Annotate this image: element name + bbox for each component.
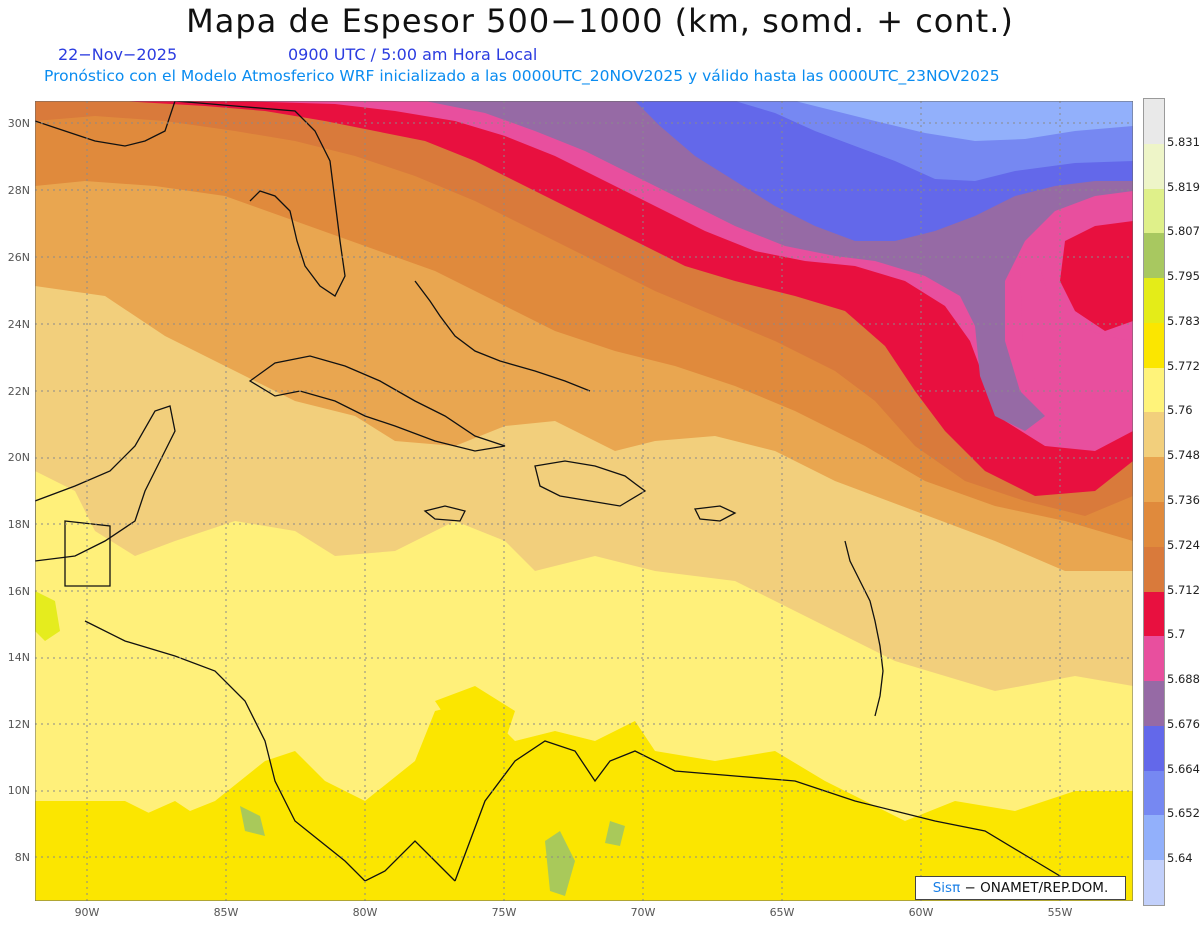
band-5795-patch3 — [240, 806, 265, 836]
lesser-antilles — [844, 540, 884, 717]
forecast-time: 0900 UTC / 5:00 am Hora Local — [288, 45, 538, 64]
band-5700-east-ring — [1020, 221, 1133, 411]
lat-label: 24N — [7, 318, 30, 331]
lat-label: 14N — [7, 651, 30, 664]
band-5712-east — [1060, 221, 1133, 331]
lon-label: 55W — [1047, 906, 1073, 919]
legend-label: 5.664 — [1167, 761, 1200, 776]
legend-label: 5.7 — [1167, 627, 1186, 642]
lat-label: 12N — [7, 718, 30, 731]
legend-swatch — [1144, 99, 1164, 145]
legend-label: 5.688 — [1167, 672, 1200, 687]
graticule — [35, 101, 1133, 901]
south-america — [454, 740, 1086, 892]
legend-label: 5.724 — [1167, 537, 1200, 552]
legend-swatch — [1144, 233, 1164, 279]
legend-swatch — [1144, 188, 1164, 234]
lon-label: 60W — [908, 906, 934, 919]
gulf-coast — [35, 101, 176, 147]
legend-label: 5.676 — [1167, 716, 1200, 731]
hispaniola — [534, 460, 647, 507]
legend-label: 5.712 — [1167, 582, 1200, 597]
legend-label: 5.748 — [1167, 448, 1200, 463]
florida-coast — [174, 101, 346, 297]
legend-swatch — [1144, 546, 1164, 593]
legend-swatch — [1144, 770, 1164, 816]
credit-box: Sisπ − ONAMET/REP.DOM. — [915, 876, 1126, 900]
lon-label: 75W — [491, 906, 517, 919]
page-title: Mapa de Espesor 500−1000 (km, somd. + co… — [186, 2, 1014, 40]
legend-swatch — [1144, 591, 1164, 637]
legend-swatch — [1144, 143, 1164, 190]
legend-swatch — [1144, 860, 1164, 906]
yucatan — [35, 405, 176, 562]
band-5772-west — [125, 801, 205, 891]
band-5772-central — [435, 686, 515, 746]
color-legend — [1143, 98, 1165, 906]
legend-label: 5.736 — [1167, 493, 1200, 507]
band-5652 — [795, 101, 1133, 141]
lat-label: 30N — [7, 117, 30, 130]
lon-label: 80W — [352, 906, 378, 919]
legend-label: 5.64 — [1167, 851, 1193, 866]
model-info: Pronóstico con el Modelo Atmosferico WRF… — [44, 67, 1000, 85]
puerto-rico — [694, 505, 737, 522]
legend-label: 5.819 — [1167, 179, 1200, 194]
lat-label: 8N — [14, 851, 30, 864]
lon-label: 65W — [769, 906, 795, 919]
lat-label: 28N — [7, 184, 30, 197]
forecast-date: 22−Nov−2025 — [58, 45, 178, 64]
legend-swatch — [1144, 815, 1164, 861]
legend-label: 5.772 — [1167, 358, 1200, 373]
lon-label: 85W — [213, 906, 239, 919]
lon-label: 70W — [630, 906, 656, 919]
brand-logo: Sisπ — [932, 880, 961, 896]
legend-label: 5.76 — [1167, 403, 1193, 418]
legend-swatch — [1144, 322, 1164, 369]
thickness-map — [35, 101, 1133, 901]
legend-label: 5.795 — [1167, 269, 1200, 284]
legend-swatch — [1144, 502, 1164, 548]
lat-label: 10N — [7, 784, 30, 797]
legend-swatch — [1144, 367, 1164, 413]
lon-label: 90W — [74, 906, 100, 919]
legend-label: 5.831 — [1167, 134, 1200, 149]
lat-label: 22N — [7, 385, 30, 398]
lat-label: 26N — [7, 251, 30, 264]
legend-label: 5.652 — [1167, 806, 1200, 821]
legend-swatch — [1144, 412, 1164, 458]
cuba — [248, 355, 506, 452]
credit-text: − ONAMET/REP.DOM. — [964, 880, 1109, 896]
legend-swatch — [1144, 681, 1164, 727]
band-5795-patch1 — [545, 831, 575, 896]
legend-swatch — [1144, 725, 1164, 772]
bahamas — [414, 280, 591, 392]
band-5783-patch — [35, 591, 60, 641]
band-5772-south — [35, 701, 1133, 901]
legend-swatch — [1144, 636, 1164, 682]
lat-label: 20N — [7, 451, 30, 464]
legend-swatch — [1144, 457, 1164, 503]
coastlines — [35, 101, 1086, 892]
legend-label: 5.783 — [1167, 313, 1200, 328]
legend-label: 5.807 — [1167, 224, 1200, 239]
legend-swatch — [1144, 278, 1164, 324]
central-america — [84, 620, 456, 882]
jamaica — [423, 505, 466, 522]
lat-label: 16N — [7, 585, 30, 598]
band-5795-patch2 — [605, 821, 625, 846]
lat-label: 18N — [7, 518, 30, 531]
